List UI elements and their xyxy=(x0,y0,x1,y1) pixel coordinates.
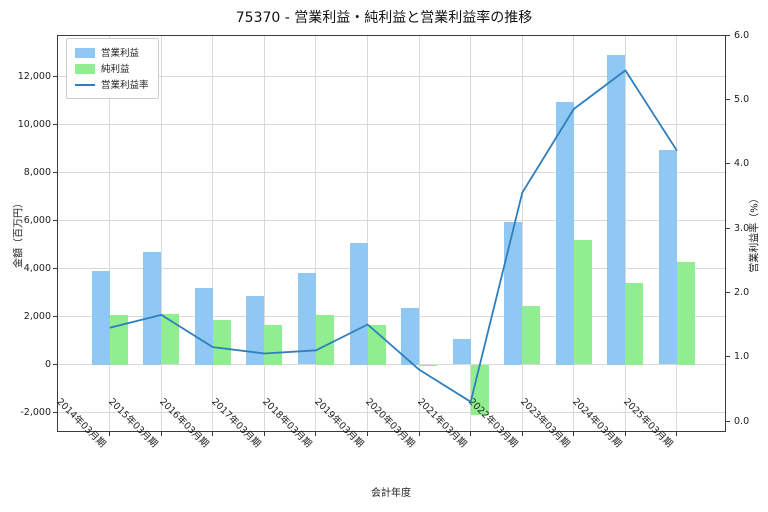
bar-net-profit xyxy=(676,262,695,365)
bottom-tick-mark xyxy=(573,432,575,436)
left-tick-label: 10,000 xyxy=(17,118,51,130)
bar-net-profit xyxy=(367,324,386,365)
chart-title: 75370 - 営業利益・純利益と営業利益率の推移 xyxy=(235,10,533,26)
plot-area-border xyxy=(57,35,726,432)
bar-net-profit xyxy=(161,314,180,365)
bottom-tick-mark xyxy=(212,432,214,436)
bar-operating-profit xyxy=(658,149,677,365)
bar-net-profit xyxy=(522,305,541,365)
right-tick-label: 5.0 xyxy=(734,93,750,105)
bar-net-profit xyxy=(264,324,283,365)
net-profit-swatch-icon xyxy=(75,64,95,74)
left-tick-label: 8,000 xyxy=(23,166,51,178)
gridline-vertical xyxy=(160,36,162,431)
bar-net-profit xyxy=(109,315,128,365)
right-tick-mark xyxy=(726,420,730,422)
bar-operating-profit xyxy=(143,251,162,365)
bar-net-profit xyxy=(573,239,592,365)
right-tick-label: 1.0 xyxy=(734,351,750,363)
left-tick-mark xyxy=(53,267,57,269)
bar-operating-profit xyxy=(452,339,471,365)
right-tick-mark xyxy=(726,356,730,358)
left-tick-label: 4,000 xyxy=(23,262,51,274)
gridline-vertical xyxy=(418,36,420,431)
left-tick-label: 0 xyxy=(44,359,51,370)
y-axis-label-left: 金額（百万円） xyxy=(13,198,25,268)
right-tick-mark xyxy=(726,291,730,293)
bar-operating-profit xyxy=(504,221,523,365)
bottom-tick-mark xyxy=(624,432,626,436)
left-tick-mark xyxy=(53,123,57,125)
left-tick-mark xyxy=(53,219,57,221)
gridline-vertical xyxy=(212,36,214,431)
legend: 営業利益 純利益 営業利益率 xyxy=(66,38,159,99)
bar-operating-profit xyxy=(349,243,368,365)
bottom-tick-mark xyxy=(315,432,317,436)
gridline-horizontal xyxy=(58,412,725,414)
left-tick-mark xyxy=(53,412,57,414)
bar-net-profit xyxy=(625,282,644,365)
legend-item-operating-margin: 営業利益率 xyxy=(75,77,149,93)
bottom-tick-mark xyxy=(109,432,111,436)
gridline-vertical xyxy=(263,36,265,431)
bar-net-profit xyxy=(212,320,231,365)
bottom-tick-mark xyxy=(521,432,523,436)
left-tick-mark xyxy=(53,315,57,317)
x-axis-label: 会計年度 xyxy=(371,488,411,499)
right-tick-mark xyxy=(726,227,730,229)
right-tick-mark xyxy=(726,98,730,100)
y-axis-label-right: 営業利益率（%） xyxy=(749,193,761,273)
right-tick-label: 6.0 xyxy=(734,29,750,41)
bottom-tick-mark xyxy=(367,432,369,436)
bar-net-profit xyxy=(419,364,438,366)
operating-profit-swatch-icon xyxy=(75,48,95,58)
left-tick-mark xyxy=(53,171,57,173)
gridline-vertical xyxy=(315,36,317,431)
bottom-tick-mark xyxy=(160,432,162,436)
operating-margin-line-icon xyxy=(75,84,95,86)
bottom-tick-mark xyxy=(418,432,420,436)
left-tick-label: 2,000 xyxy=(23,310,51,322)
right-tick-label: 2.0 xyxy=(734,286,750,298)
bar-operating-profit xyxy=(401,308,420,365)
bar-net-profit xyxy=(315,315,334,365)
bar-operating-profit xyxy=(246,296,265,365)
left-tick-label: 6,000 xyxy=(23,214,51,226)
right-tick-mark xyxy=(726,163,730,165)
legend-label-net-profit: 純利益 xyxy=(101,63,130,75)
legend-item-operating-profit: 営業利益 xyxy=(75,45,149,61)
left-tick-mark xyxy=(53,364,57,365)
bottom-tick-mark xyxy=(676,432,678,436)
right-tick-label: 3.0 xyxy=(734,222,750,234)
legend-item-net-profit: 純利益 xyxy=(75,61,149,77)
gridline-vertical xyxy=(367,36,369,431)
left-tick-label: 12,000 xyxy=(17,70,51,82)
bar-operating-profit xyxy=(297,273,316,365)
bar-operating-profit xyxy=(607,54,626,365)
right-tick-mark xyxy=(726,34,730,36)
bottom-tick-mark xyxy=(263,432,265,436)
bar-operating-profit xyxy=(555,101,574,365)
legend-label-operating-profit: 営業利益 xyxy=(101,47,140,59)
left-tick-mark xyxy=(53,75,57,77)
bottom-tick-mark xyxy=(470,432,472,436)
bar-operating-profit xyxy=(194,287,213,365)
left-tick-label: -2,000 xyxy=(20,407,51,419)
right-tick-label: 0.0 xyxy=(734,415,750,427)
bar-operating-profit xyxy=(91,270,110,365)
legend-label-operating-margin: 営業利益率 xyxy=(101,79,149,91)
right-tick-label: 4.0 xyxy=(734,158,750,170)
